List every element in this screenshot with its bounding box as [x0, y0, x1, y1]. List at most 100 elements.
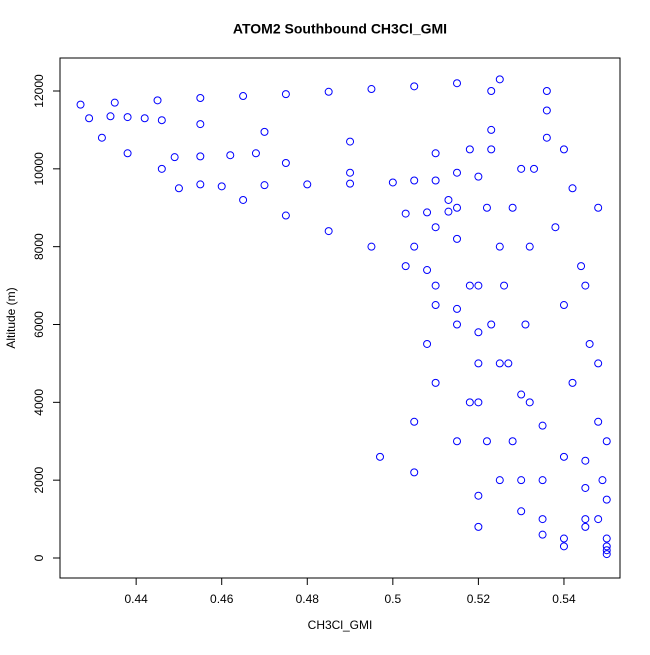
point [495, 359, 504, 368]
point [504, 359, 513, 368]
point [482, 203, 491, 212]
point [465, 398, 474, 407]
point [559, 534, 568, 543]
point [174, 184, 183, 193]
point [453, 320, 462, 329]
point [376, 452, 384, 461]
point [453, 168, 462, 177]
point [581, 281, 590, 290]
point [568, 378, 577, 387]
point [140, 114, 149, 123]
point [517, 507, 526, 516]
x-tick-label: 0.5 [384, 592, 401, 606]
point [281, 158, 290, 167]
x-tick-label: 0.52 [467, 592, 491, 606]
chart-title: ATOM2 Southbound CH3Cl_GMI [233, 21, 447, 37]
point [410, 82, 419, 91]
point [594, 359, 603, 368]
point [525, 398, 534, 407]
point [170, 153, 179, 162]
point [423, 339, 432, 348]
y-tick-label: 12000 [32, 74, 46, 108]
point [465, 281, 474, 290]
x-tick-label: 0.46 [210, 592, 234, 606]
point [123, 113, 132, 122]
point [500, 281, 509, 290]
point [538, 530, 547, 539]
point [431, 176, 440, 185]
point [260, 181, 269, 190]
point [542, 87, 551, 96]
point [474, 398, 483, 407]
point [410, 242, 419, 251]
point [401, 262, 410, 271]
point [598, 476, 607, 485]
point [106, 112, 115, 121]
point [324, 227, 333, 236]
point [410, 417, 419, 426]
x-tick-label: 0.48 [296, 592, 320, 606]
point [465, 145, 474, 154]
point [453, 203, 462, 212]
point [482, 437, 491, 446]
point [239, 92, 248, 101]
point [602, 546, 611, 555]
point [602, 437, 611, 446]
point [559, 301, 568, 310]
point [367, 85, 376, 94]
point [474, 491, 483, 500]
point [196, 152, 205, 161]
point [153, 96, 162, 105]
point [346, 137, 355, 146]
point [474, 359, 483, 368]
point [602, 542, 611, 551]
point [324, 87, 333, 96]
y-tick-label: 8000 [32, 233, 46, 260]
point [367, 242, 376, 251]
point [217, 182, 226, 191]
point [495, 242, 504, 251]
point [585, 339, 594, 348]
point [521, 320, 530, 329]
point [196, 94, 205, 103]
point [85, 114, 94, 123]
point [76, 100, 85, 109]
point [542, 106, 551, 115]
point [495, 476, 504, 485]
point [517, 476, 526, 485]
point [453, 79, 462, 88]
point [226, 151, 235, 160]
y-tick-label: 4000 [32, 389, 46, 416]
plot-frame [59, 57, 621, 579]
point [581, 456, 590, 465]
point [410, 468, 419, 477]
y-tick-label: 10000 [32, 152, 46, 186]
point [157, 164, 166, 173]
point [559, 145, 568, 154]
point [196, 120, 205, 129]
point [239, 195, 248, 204]
point [495, 75, 504, 84]
point [559, 452, 568, 461]
point [431, 378, 440, 387]
point [474, 522, 483, 531]
point [431, 281, 440, 290]
point [577, 262, 586, 271]
point [517, 164, 526, 173]
point [453, 234, 462, 243]
point [474, 172, 483, 181]
point [602, 495, 611, 504]
point [346, 168, 355, 177]
point [594, 515, 603, 524]
x-axis-label: CH3Cl_GMI [308, 618, 373, 632]
point [281, 211, 290, 220]
y-tick-label: 0 [32, 554, 46, 561]
point [410, 176, 419, 185]
point [487, 320, 496, 329]
point [453, 437, 462, 446]
point [260, 127, 269, 136]
point [508, 437, 517, 446]
point [388, 178, 397, 187]
